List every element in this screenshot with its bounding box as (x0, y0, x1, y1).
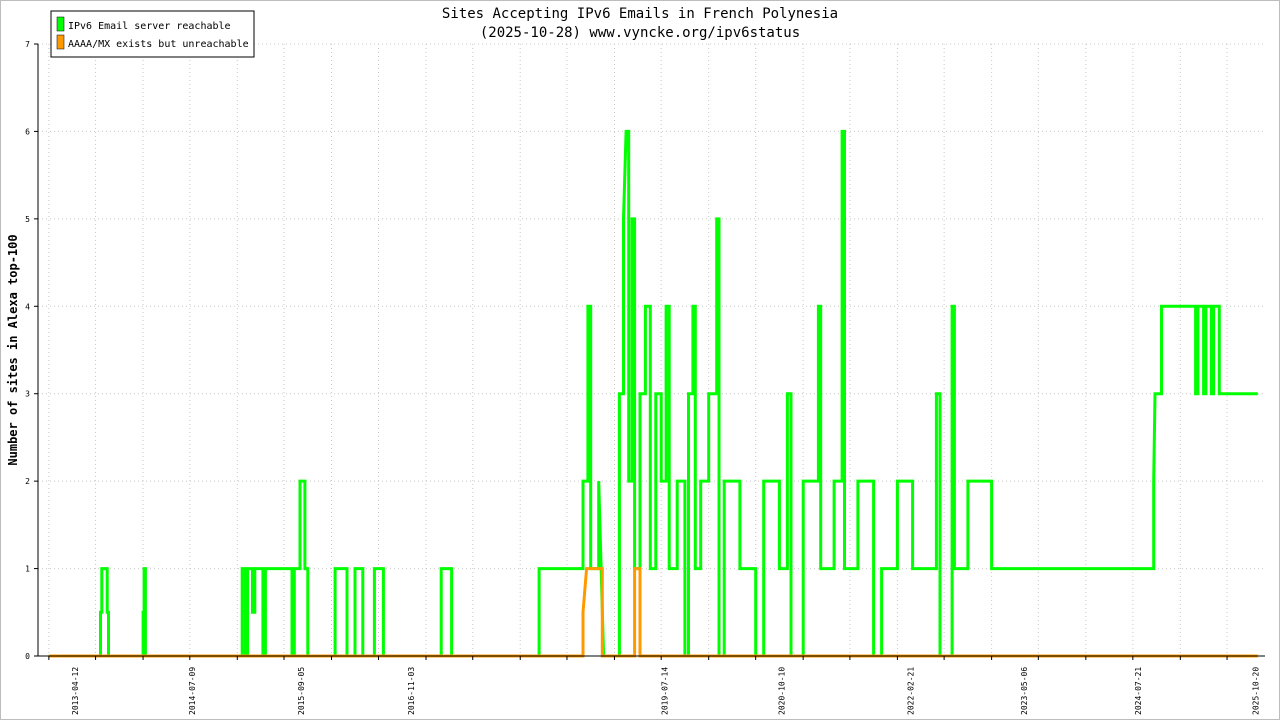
x-tick-label: 2022-02-21 (907, 667, 916, 715)
tick-labels: 0 1 2 3 4 5 6 7 2013-04-12 2014-07-09 2015-09-05 20… (25, 40, 1261, 715)
legend-swatch-unreachable (56, 34, 65, 50)
x-tick-label: 2016-11-03 (407, 667, 416, 715)
y-tick-label: 2 (25, 477, 30, 486)
axes (34, 43, 1265, 660)
chart-subtitle: (2025-10-28) www.vyncke.org/ipv6status (480, 25, 800, 41)
legend: IPv6 Email server reachable AAAA/MX exis… (50, 10, 255, 58)
legend-box (50, 10, 255, 58)
legend-label-reachable: IPv6 Email server reachable (68, 21, 231, 32)
series-line-unreachable (48, 567, 1258, 658)
x-tick-label: 2019-07-14 (661, 667, 670, 715)
x-tick-label: 2015-09-05 (297, 667, 306, 715)
legend-label-unreachable: AAAA/MX exists but unreachable (68, 39, 249, 50)
legend-swatch-reachable (56, 16, 65, 32)
y-tick-label: 5 (25, 215, 30, 224)
y-tick-label: 6 (25, 127, 30, 136)
y-axis-label: Number of sites in Alexa top-100 (6, 234, 20, 465)
y-tick-label: 4 (25, 302, 30, 311)
y-tick-label: 0 (25, 652, 30, 661)
y-tick-label: 1 (25, 565, 30, 574)
y-tick-label: 7 (25, 40, 30, 49)
x-tick-label: 2023-05-06 (1020, 667, 1029, 715)
y-tick-label: 3 (25, 390, 30, 399)
x-tick-label: 2013-04-12 (71, 667, 80, 715)
x-tick-label: 2024-07-21 (1134, 667, 1143, 715)
series-line-reachable (48, 129, 1258, 658)
chart-title: Sites Accepting IPv6 Emails in French Po… (442, 6, 838, 22)
x-tick-label: 2025-10-20 (1252, 667, 1261, 715)
x-tick-label: 2020-10-10 (778, 667, 787, 715)
x-tick-label: 2014-07-09 (188, 667, 197, 715)
